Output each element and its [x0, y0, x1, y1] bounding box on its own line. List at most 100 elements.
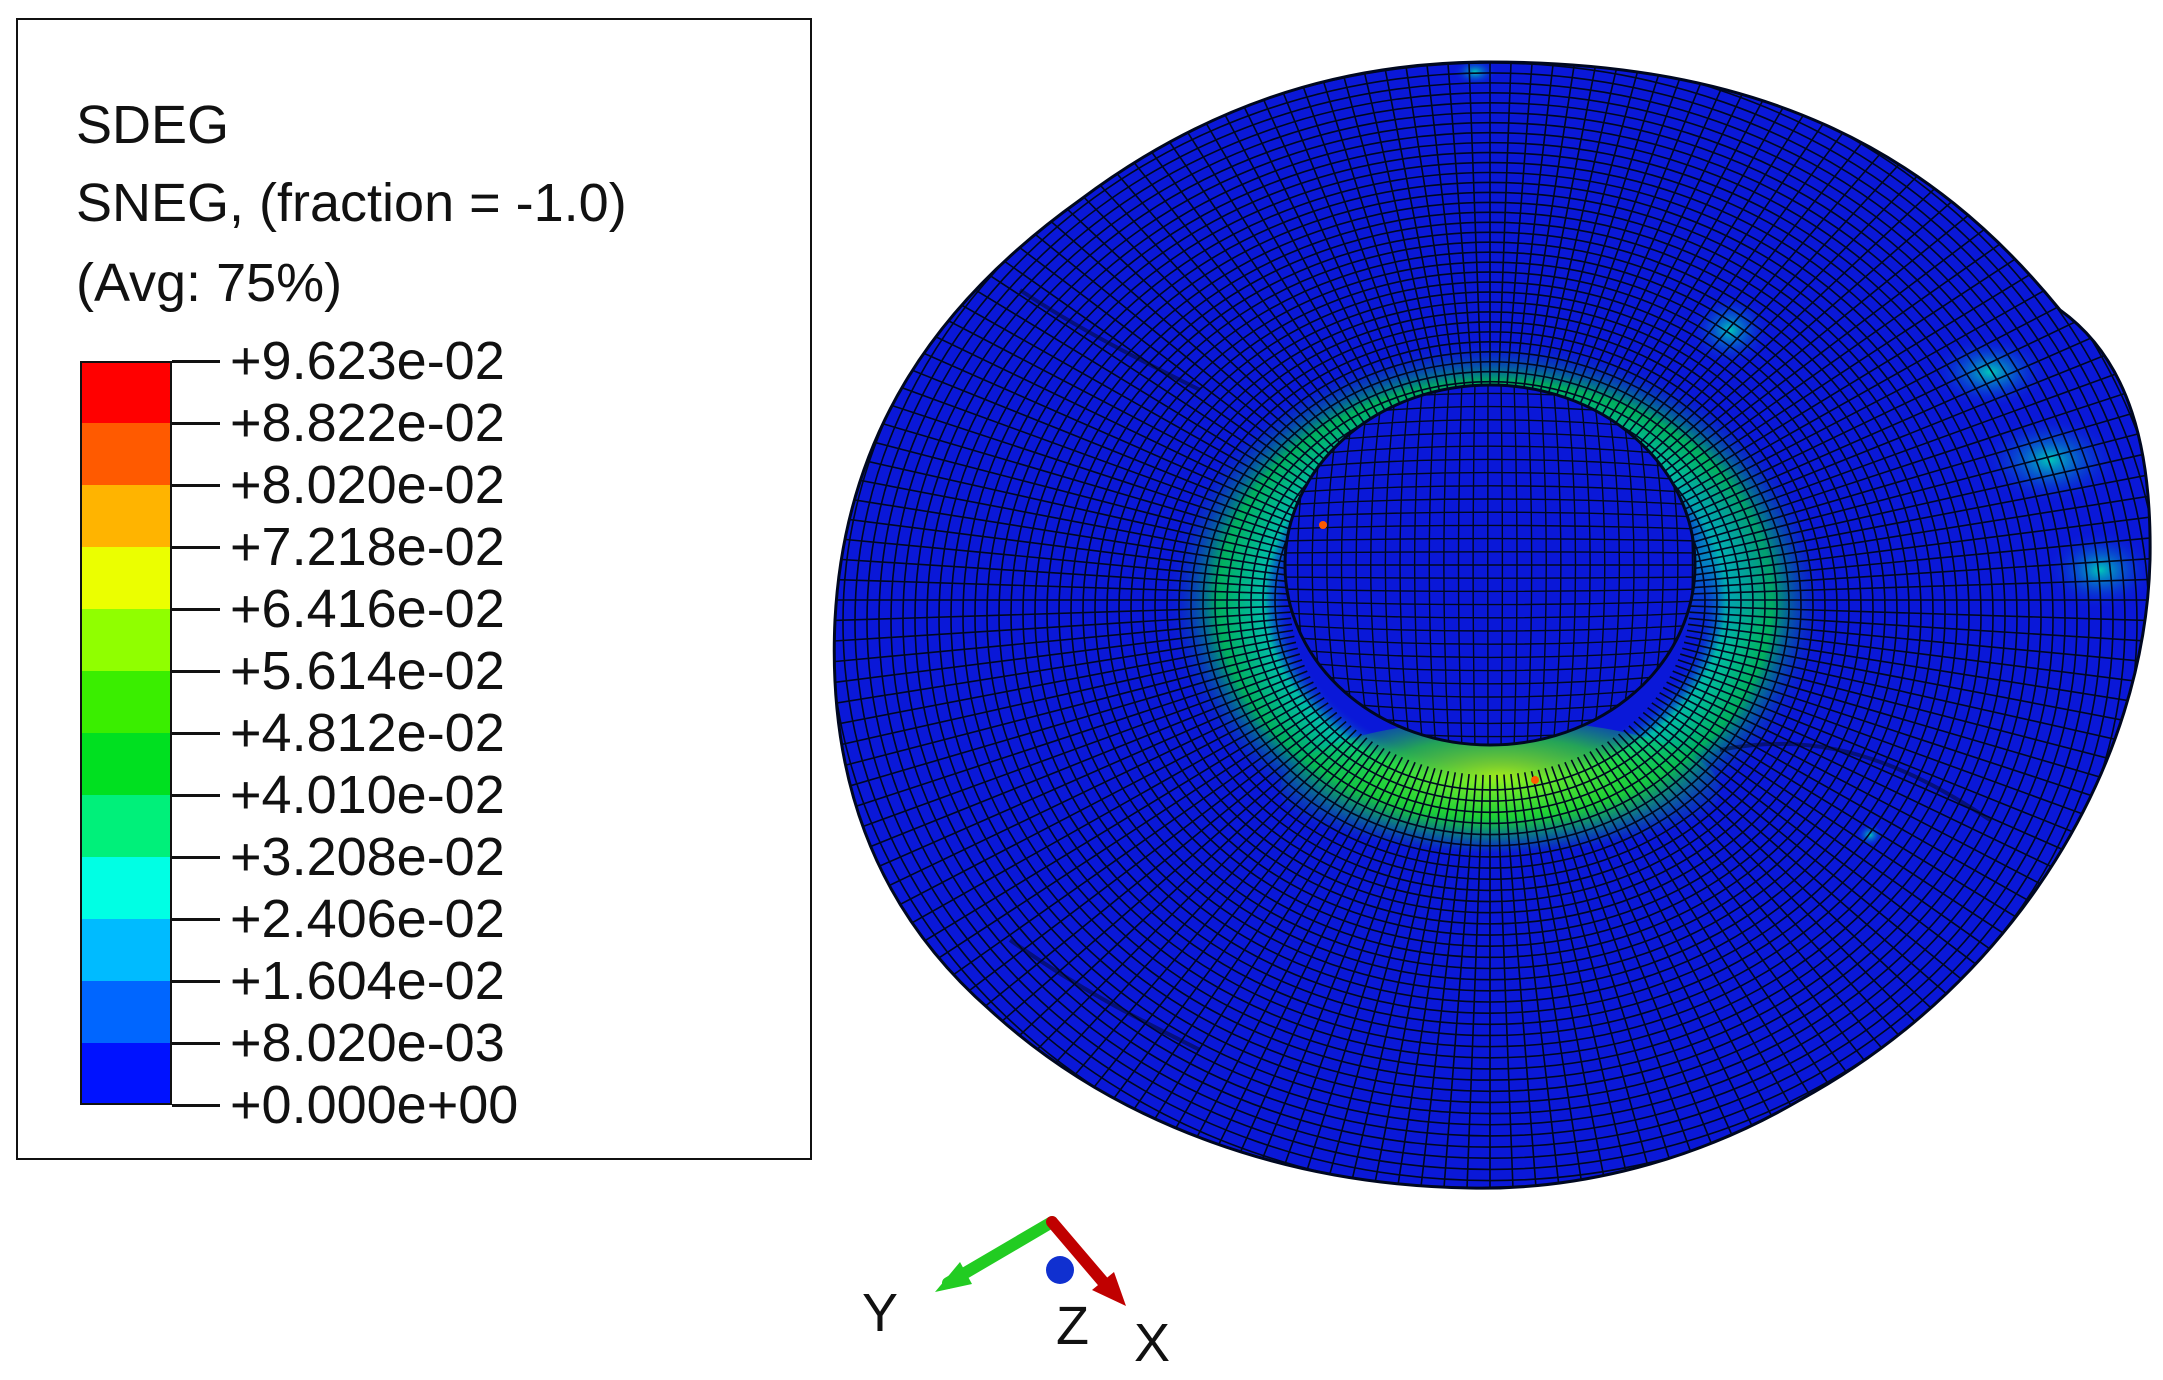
mesh-line — [1687, 623, 2151, 696]
scale-tick-label: +5.614e-02 — [230, 641, 505, 701]
mesh-line — [1118, 281, 1862, 936]
mesh-line — [1238, 380, 1742, 825]
mesh-line — [1285, 612, 1695, 619]
mesh-line — [1285, 524, 1695, 530]
damage-spot — [1453, 61, 1497, 86]
scale-tick-label: +9.623e-02 — [230, 331, 505, 391]
color-band — [80, 981, 172, 1043]
mesh-line — [902, 101, 2078, 1137]
mesh-line — [834, 675, 1311, 899]
mesh-line — [1285, 471, 1695, 482]
mesh-line — [1285, 648, 1695, 659]
mesh-line — [834, 504, 1293, 577]
mesh-line — [1686, 481, 2151, 571]
mesh-line — [1285, 660, 1695, 672]
mesh-line — [1178, 331, 1802, 881]
mesh-line — [1683, 434, 2151, 559]
scale-tick-label: +8.020e-02 — [230, 455, 505, 515]
scale-tick-label: +4.812e-02 — [230, 703, 505, 763]
mesh-line — [961, 725, 1352, 1090]
scale-tick — [172, 422, 220, 425]
mesh-line — [942, 720, 1347, 1073]
scale-tick-label: +7.218e-02 — [230, 517, 505, 577]
mesh-line — [1180, 759, 1410, 1189]
mesh-line — [834, 623, 1293, 696]
mesh-line — [1190, 341, 1790, 869]
scale-tick-label: +8.822e-02 — [230, 393, 505, 453]
mesh-line — [1689, 575, 2151, 595]
triad-z-label: Z — [1056, 1296, 1089, 1356]
mesh-line — [1058, 231, 1922, 992]
mesh-line — [914, 111, 2066, 1126]
scale-tick — [172, 856, 220, 859]
mesh-line — [1000, 733, 1363, 1122]
color-band — [80, 919, 172, 981]
scale-tick — [172, 980, 220, 983]
mesh-line — [1285, 600, 1695, 606]
scale-tick — [172, 794, 220, 797]
mesh-line — [1022, 201, 1958, 1026]
mesh-line — [924, 716, 1342, 1056]
mesh-line — [1070, 241, 1910, 981]
mesh-line — [1409, 773, 1470, 1189]
mesh-line — [926, 121, 2054, 1115]
mesh-line — [1094, 261, 1886, 959]
scale-tick-label: +6.416e-02 — [230, 579, 505, 639]
mesh-line — [834, 653, 1301, 811]
mesh-line — [1285, 672, 1695, 685]
color-band — [80, 609, 172, 671]
mesh-line — [1214, 360, 1766, 847]
mesh-line — [1064, 744, 1379, 1165]
mesh-line — [834, 629, 1294, 719]
color-band — [80, 1043, 172, 1105]
mesh-line — [907, 711, 1338, 1038]
mesh-line — [1677, 366, 2151, 541]
mesh-line — [1154, 311, 1826, 903]
mesh-line — [1285, 537, 1695, 542]
mesh-line — [1669, 301, 2151, 525]
mesh-line — [1285, 458, 1695, 470]
legend-averaging: (Avg: 75%) — [76, 253, 343, 313]
mesh-line — [1496, 774, 1518, 1189]
damage-point — [1531, 776, 1539, 784]
mesh-line — [890, 92, 2090, 1148]
mesh-line — [1285, 445, 1695, 458]
mesh-line — [938, 131, 2042, 1104]
mesh-line — [834, 528, 1292, 583]
mesh-line — [950, 141, 2030, 1093]
mesh-line — [1106, 271, 1874, 947]
mesh-line — [962, 151, 2018, 1081]
scale-tick-label: +3.208e-02 — [230, 827, 505, 887]
mesh-line — [878, 82, 2102, 1160]
mesh-line — [974, 161, 2006, 1070]
color-band — [80, 547, 172, 609]
mesh-line — [1285, 624, 1695, 632]
mesh-line — [845, 692, 1321, 962]
mesh-line — [834, 575, 1291, 595]
mesh-line — [1226, 370, 1754, 836]
mesh-line — [1517, 773, 1597, 1189]
mesh-line — [998, 181, 1982, 1048]
mesh-line — [986, 171, 1994, 1059]
mesh-line — [1285, 551, 1695, 554]
color-band — [80, 361, 172, 423]
mesh-line — [1082, 251, 1898, 970]
mesh-line — [1130, 291, 1850, 925]
fold-line — [1018, 288, 1201, 392]
mesh-line — [1046, 221, 1934, 1003]
scale-tick — [172, 608, 220, 611]
mesh-line — [1679, 389, 2151, 547]
scale-tick-label: +1.604e-02 — [230, 951, 505, 1011]
mesh-line — [1285, 576, 1695, 579]
y-axis-arrowhead — [935, 1262, 972, 1292]
mesh-line — [1021, 737, 1368, 1137]
mesh-line — [1285, 636, 1695, 645]
mesh-line — [874, 702, 1329, 1001]
scale-tick — [172, 1104, 220, 1107]
mesh-line — [1688, 528, 2151, 583]
z-axis-dot — [1046, 1256, 1074, 1284]
color-band — [80, 857, 172, 919]
mesh-line — [1202, 350, 1778, 858]
mesh-line — [1285, 588, 1695, 593]
